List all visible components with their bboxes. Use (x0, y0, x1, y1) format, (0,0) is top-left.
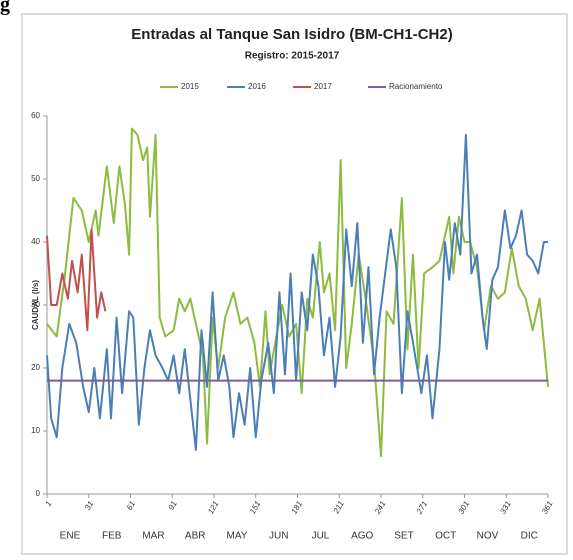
chart-subtitle: Registro: 2015-2017 (245, 51, 340, 62)
chart-frame (21, 13, 568, 555)
x-tick-label: 361 (540, 500, 554, 516)
month-label: NOV (477, 531, 499, 542)
x-tick-label: 151 (248, 500, 262, 516)
series-line (46, 133, 548, 451)
month-label: DIC (521, 531, 538, 542)
y-tick-label: 0 (36, 489, 41, 498)
month-label: MAY (226, 531, 247, 542)
x-tick-label: 121 (206, 500, 220, 516)
x-tick-label: 211 (331, 500, 346, 516)
y-tick-label: 50 (31, 174, 40, 183)
y-tick-label: 10 (31, 426, 40, 435)
month-label: SET (394, 531, 413, 542)
month-label: JUL (312, 531, 330, 542)
x-tick-label: 31 (83, 500, 95, 512)
month-label: AGO (351, 531, 373, 542)
x-tick-label: 1 (44, 500, 54, 508)
chart-title: Entradas al Tanque San Isidro (BM-CH1-CH… (131, 26, 452, 43)
x-tick-label: 181 (290, 500, 304, 516)
legend-label: 2017 (314, 82, 332, 91)
y-axis-label: CAUDAL (l/s) (31, 280, 40, 330)
series-line (46, 228, 107, 332)
x-tick-label: 301 (457, 500, 471, 516)
x-tick-label: 271 (414, 500, 429, 517)
legend-label: 2016 (248, 82, 266, 91)
legend-label: 2015 (181, 82, 199, 91)
series-line (46, 127, 549, 458)
caption-fragment: g (0, 0, 10, 16)
month-label: ABR (185, 531, 206, 542)
month-label: FEB (102, 531, 122, 542)
month-label: ENE (60, 531, 81, 542)
y-tick-label: 30 (31, 300, 40, 309)
y-tick-label: 40 (31, 237, 40, 246)
x-tick-label: 61 (125, 500, 137, 512)
month-label: JUN (269, 531, 288, 542)
month-label: MAR (142, 531, 164, 542)
x-tick-label: 241 (373, 500, 388, 517)
y-tick-label: 20 (31, 363, 40, 372)
month-label: OCT (435, 531, 456, 542)
legend-label: Racionamiento (389, 82, 443, 91)
x-tick-label: 331 (498, 500, 512, 516)
y-tick-label: 60 (31, 111, 40, 120)
x-tick-label: 91 (167, 500, 179, 512)
